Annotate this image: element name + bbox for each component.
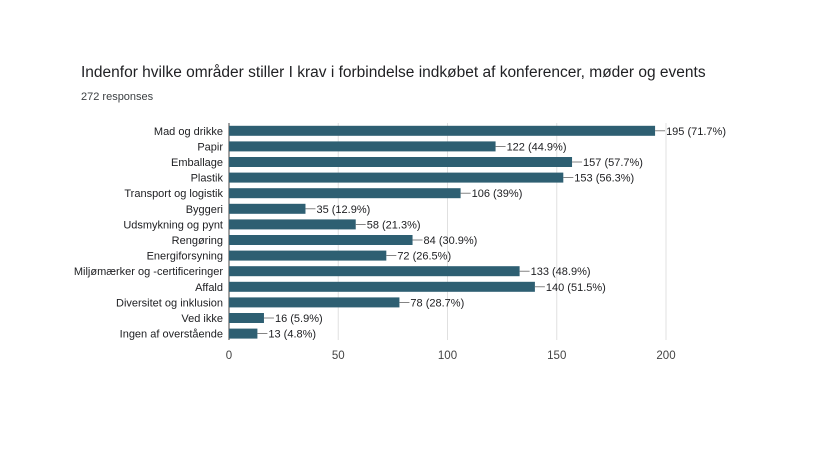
category-label: Affald bbox=[195, 282, 223, 294]
bar bbox=[229, 188, 461, 199]
data-label: 13 (4.8%) bbox=[268, 329, 316, 341]
bar bbox=[229, 313, 264, 323]
bar bbox=[229, 125, 656, 136]
data-label: 106 (39%) bbox=[472, 188, 523, 200]
data-label: 35 (12.9%) bbox=[316, 204, 370, 216]
category-label: Diversitet og inklusion bbox=[116, 297, 223, 309]
data-label: 122 (44.9%) bbox=[507, 141, 567, 153]
category-label: Miljømærker og -certificeringer bbox=[74, 266, 223, 278]
data-label: 153 (56.3%) bbox=[574, 173, 634, 185]
data-label: 133 (48.9%) bbox=[531, 266, 591, 278]
chart-title: Indenfor hvilke områder stiller I krav i… bbox=[81, 64, 706, 81]
x-tick-label: 100 bbox=[438, 350, 457, 362]
bar bbox=[229, 157, 573, 167]
bar bbox=[229, 235, 413, 245]
x-tick-label: 50 bbox=[332, 350, 345, 362]
data-label: 72 (26.5%) bbox=[397, 251, 451, 263]
category-label: Energiforsyning bbox=[147, 251, 223, 263]
data-label: 157 (57.7%) bbox=[583, 157, 643, 169]
bar bbox=[229, 250, 387, 261]
data-label: 58 (21.3%) bbox=[367, 219, 421, 231]
bar bbox=[229, 297, 400, 308]
x-tick-label: 150 bbox=[547, 350, 566, 362]
response-count: 272 responses bbox=[81, 91, 154, 103]
category-label: Rengøring bbox=[172, 235, 223, 247]
bars bbox=[229, 125, 656, 339]
data-label: 84 (30.9%) bbox=[424, 235, 478, 247]
bar bbox=[229, 219, 356, 230]
x-tick-label: 200 bbox=[656, 350, 675, 362]
category-label: Mad og drikke bbox=[154, 126, 223, 138]
bar bbox=[229, 281, 535, 292]
data-label: 16 (5.9%) bbox=[275, 313, 323, 325]
category-label: Ingen af overstående bbox=[120, 329, 223, 341]
bar bbox=[229, 172, 564, 183]
bar bbox=[229, 266, 520, 277]
bar bbox=[229, 328, 258, 339]
category-label: Plastik bbox=[191, 173, 224, 185]
category-label: Papir bbox=[197, 141, 223, 153]
x-tick-label: 0 bbox=[226, 350, 232, 362]
data-label: 195 (71.7%) bbox=[666, 126, 726, 138]
data-label: 140 (51.5%) bbox=[546, 282, 606, 294]
category-label: Ved ikke bbox=[181, 313, 223, 325]
category-label: Udsmykning og pynt bbox=[123, 219, 223, 231]
labels: 0 50 100 150 200 Mad og drikke 195 (71.7%) Papi… bbox=[74, 126, 726, 362]
bar bbox=[229, 141, 496, 152]
data-label: 78 (28.7%) bbox=[410, 297, 464, 309]
bar bbox=[229, 203, 306, 214]
category-label: Emballage bbox=[171, 157, 223, 169]
category-label: Transport og logistik bbox=[124, 188, 223, 200]
category-label: Byggeri bbox=[186, 204, 223, 216]
